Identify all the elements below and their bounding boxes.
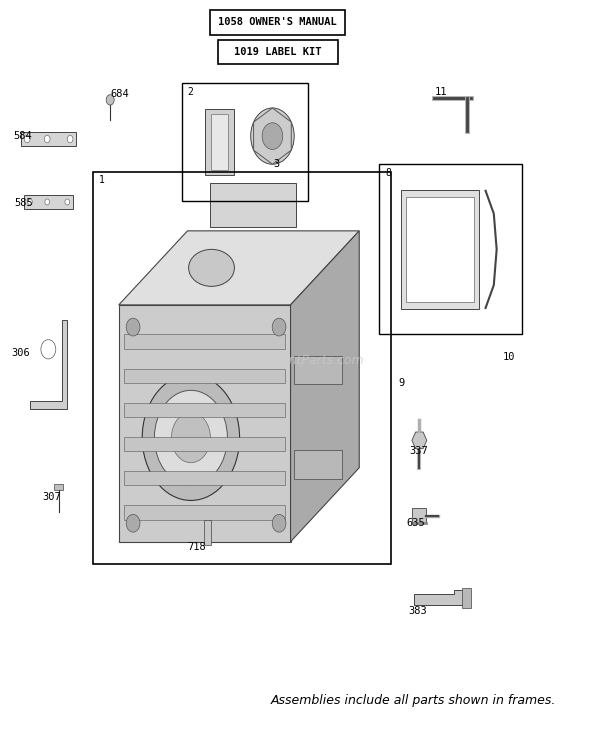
Text: 718: 718 [188, 542, 206, 552]
Polygon shape [211, 183, 296, 227]
Text: 1: 1 [99, 175, 104, 185]
Text: 8: 8 [385, 168, 391, 178]
Circle shape [65, 199, 70, 205]
Polygon shape [119, 305, 290, 542]
Text: 2: 2 [188, 86, 194, 97]
Bar [211, 114, 228, 170]
Circle shape [251, 108, 294, 164]
Bar [204, 519, 211, 545]
Polygon shape [412, 432, 427, 449]
Circle shape [41, 340, 56, 359]
Text: 9: 9 [398, 377, 404, 388]
Circle shape [262, 123, 283, 149]
Bar [54, 484, 63, 490]
Text: 585: 585 [14, 198, 32, 209]
Bar [124, 403, 285, 418]
Bar [124, 504, 285, 519]
Ellipse shape [189, 250, 234, 286]
Circle shape [272, 318, 286, 336]
Circle shape [126, 514, 140, 532]
Bar [124, 437, 285, 452]
Circle shape [142, 374, 240, 501]
Bar [463, 588, 471, 609]
Bar [124, 334, 285, 349]
Bar [93, 172, 391, 564]
Circle shape [272, 514, 286, 532]
Text: 584: 584 [13, 131, 32, 141]
Text: 1019 LABEL KIT: 1019 LABEL KIT [234, 47, 322, 57]
Bar [218, 40, 338, 65]
Bar [294, 356, 342, 384]
Text: 635: 635 [406, 519, 425, 528]
Polygon shape [414, 590, 468, 605]
Circle shape [24, 135, 30, 143]
Bar [401, 189, 480, 309]
Text: 10: 10 [503, 351, 516, 362]
Polygon shape [30, 319, 67, 409]
Text: 306: 306 [12, 348, 31, 358]
Circle shape [172, 412, 211, 463]
Polygon shape [21, 132, 76, 146]
Bar [294, 450, 342, 478]
Circle shape [126, 318, 140, 336]
Polygon shape [254, 108, 291, 164]
Text: 307: 307 [42, 493, 61, 502]
Text: 11: 11 [435, 87, 447, 97]
Circle shape [44, 135, 50, 143]
Bar [407, 197, 474, 302]
Text: 3: 3 [273, 159, 280, 169]
Circle shape [155, 390, 227, 484]
Text: Assemblies include all parts shown in frames.: Assemblies include all parts shown in fr… [271, 695, 556, 707]
Polygon shape [24, 195, 73, 209]
Text: 383: 383 [408, 606, 427, 616]
Text: 1058 OWNER'S MANUAL: 1058 OWNER'S MANUAL [218, 18, 337, 27]
Bar [205, 108, 234, 175]
Bar [124, 369, 285, 383]
Bar [124, 470, 285, 485]
Circle shape [28, 199, 32, 205]
Text: 684: 684 [110, 89, 129, 99]
Circle shape [45, 199, 50, 205]
Text: eReplacementParts.com: eReplacementParts.com [211, 354, 364, 367]
Circle shape [106, 94, 114, 105]
Circle shape [67, 135, 73, 143]
Bar [379, 164, 522, 334]
Polygon shape [119, 231, 359, 305]
Bar [182, 82, 308, 201]
Polygon shape [290, 231, 359, 542]
Bar [211, 10, 345, 35]
Bar [412, 508, 426, 523]
Text: 337: 337 [409, 446, 428, 455]
